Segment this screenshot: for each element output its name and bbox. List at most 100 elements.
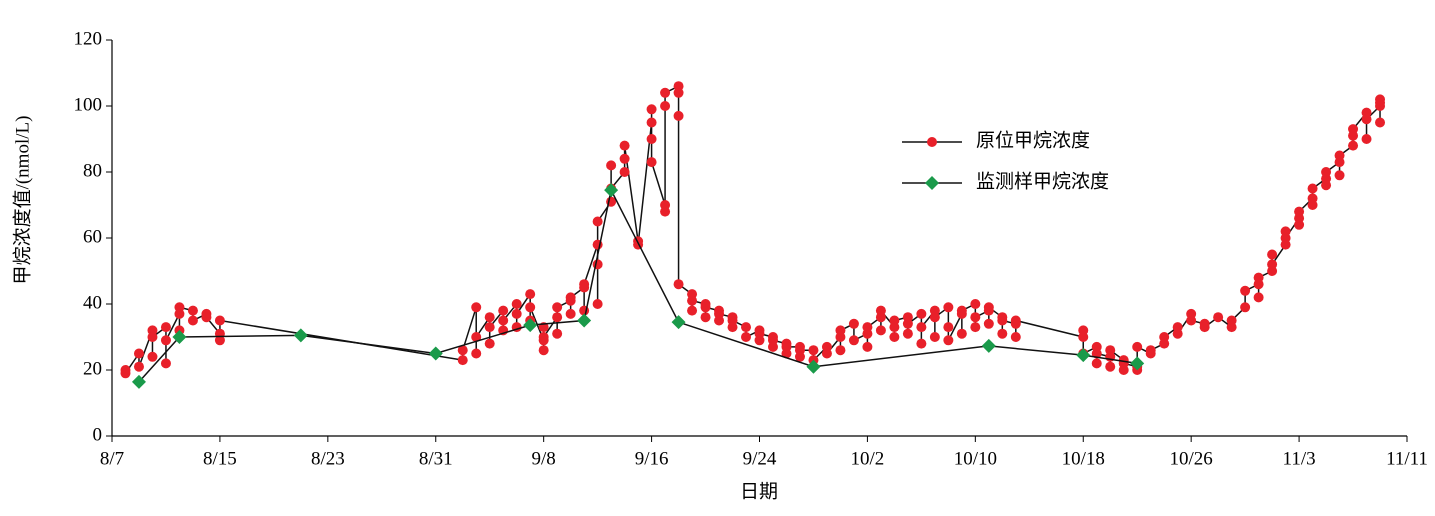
data-point (956, 305, 967, 316)
data-point (1294, 206, 1305, 217)
data-point (916, 308, 927, 319)
data-point (471, 348, 482, 359)
data-point (970, 299, 981, 309)
data-point (633, 239, 644, 250)
data-point (781, 341, 792, 352)
data-point (835, 325, 846, 336)
data-point (565, 292, 576, 303)
x-tick-label: 8/7 (100, 448, 124, 469)
data-point (187, 315, 198, 326)
data-point (1010, 315, 1021, 326)
x-tick-label: 10/2 (851, 448, 885, 469)
data-point (604, 183, 619, 198)
data-point (767, 335, 778, 346)
data-point (902, 318, 913, 329)
data-point (671, 315, 686, 330)
x-tick-label: 10/10 (954, 448, 997, 469)
y-axis-label: 甲烷浓度值/(nmol/L) (11, 116, 33, 285)
data-point (1348, 124, 1359, 135)
data-point (889, 315, 900, 326)
data-point (1307, 183, 1318, 194)
data-point (579, 279, 590, 290)
x-tick-label: 8/15 (203, 448, 237, 469)
data-point (902, 328, 913, 339)
data-point (687, 305, 698, 316)
data-point (983, 302, 994, 313)
data-point (552, 328, 563, 339)
data-point (929, 312, 940, 323)
data-point (673, 279, 684, 290)
data-point (862, 341, 873, 352)
data-point (174, 302, 185, 313)
y-tick-label: 80 (83, 160, 102, 181)
data-point (1199, 322, 1210, 333)
data-point (471, 332, 482, 342)
data-point (1321, 180, 1332, 191)
data-point (943, 302, 954, 313)
data-point (983, 318, 994, 329)
data-point (523, 318, 538, 333)
data-point (552, 312, 563, 323)
data-point (1240, 285, 1251, 296)
data-point (1294, 219, 1305, 230)
data-point (1226, 315, 1237, 326)
data-point (660, 87, 671, 98)
data-point (889, 332, 900, 342)
data-point (133, 348, 144, 359)
series-line (138, 187, 1138, 383)
data-point (1145, 345, 1156, 356)
data-point (160, 322, 171, 333)
data-point (1240, 302, 1251, 313)
data-point (741, 322, 752, 333)
data-point (552, 302, 563, 313)
data-point (646, 117, 657, 128)
data-point (1307, 200, 1318, 210)
data-point (1118, 358, 1129, 369)
data-point (1105, 361, 1116, 372)
data-point (646, 134, 657, 144)
data-point (525, 302, 536, 313)
data-point (997, 315, 1008, 326)
data-point (660, 206, 671, 217)
data-point (498, 305, 509, 316)
data-point (592, 299, 603, 309)
data-point (741, 332, 752, 342)
data-point (1076, 348, 1091, 363)
legend-marker (925, 176, 939, 190)
data-point (565, 308, 576, 319)
data-point (457, 345, 468, 356)
data-point (484, 338, 495, 349)
data-point (806, 359, 821, 374)
y-tick-label: 0 (93, 424, 103, 445)
data-point (1105, 345, 1116, 356)
data-point (808, 345, 819, 356)
data-point (660, 101, 671, 111)
data-point (577, 313, 592, 328)
data-point (835, 345, 846, 356)
data-point (862, 322, 873, 333)
data-point (1267, 259, 1278, 270)
x-tick-label: 9/8 (532, 448, 556, 469)
data-point (484, 322, 495, 333)
data-point (848, 335, 859, 346)
data-point (714, 308, 725, 319)
data-point (619, 153, 630, 164)
data-point (147, 351, 158, 362)
data-point (428, 346, 443, 361)
x-tick-label: 11/11 (1386, 448, 1428, 469)
y-tick-label: 100 (74, 94, 103, 115)
data-point (172, 330, 187, 344)
data-point (511, 299, 522, 309)
data-point (970, 322, 981, 333)
data-point (160, 335, 171, 346)
data-point (133, 361, 144, 372)
data-point (754, 328, 765, 339)
data-point (147, 332, 158, 342)
data-point (1213, 312, 1224, 323)
data-point (700, 302, 711, 313)
data-point (727, 315, 738, 326)
data-point (646, 157, 657, 168)
data-point (1361, 134, 1372, 144)
data-point (619, 167, 630, 177)
